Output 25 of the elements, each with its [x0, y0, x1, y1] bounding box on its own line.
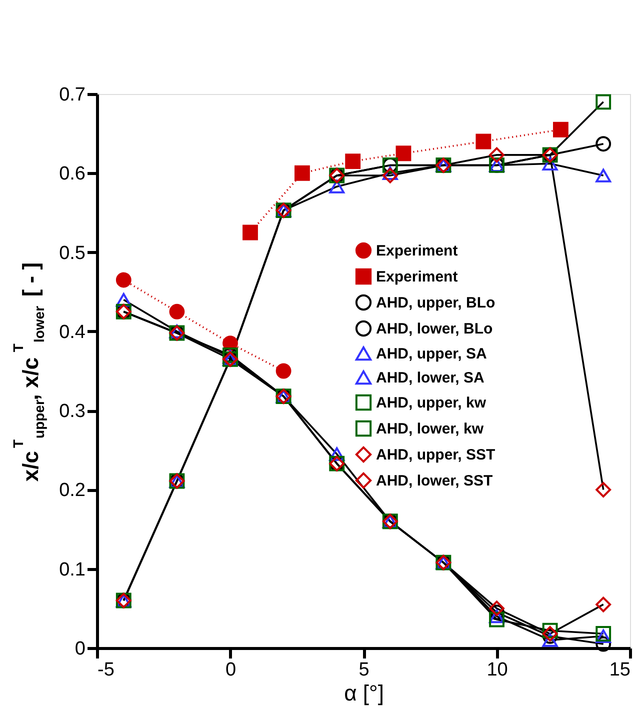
legend-label: AHD, upper, BLo — [376, 294, 496, 312]
legend-label: AHD, lower, kw — [376, 420, 484, 438]
y-tick-label: 0.7 — [59, 84, 86, 106]
legend-label: AHD, upper, kw — [376, 394, 486, 412]
x-tick-label: 5 — [358, 660, 370, 680]
legend-label: AHD, lower, SA — [376, 370, 485, 386]
legend-label: Experiment — [376, 268, 458, 286]
x-tick-label: 15 — [609, 660, 630, 680]
x-tick-label: 0 — [225, 660, 236, 680]
y-tick-label: 0.4 — [59, 322, 86, 343]
legend-label: AHD, upper, SA — [376, 346, 488, 362]
y-tick-label: 0.1 — [59, 559, 86, 580]
legend-label: AHD, upper, SST — [376, 446, 496, 464]
y-tick-label: 0 — [74, 638, 86, 660]
legend-label: AHD, lower, SST — [376, 472, 493, 490]
legend-label: Experiment — [376, 242, 458, 260]
x-axis-title: α [°] — [344, 680, 384, 706]
legend-label: AHD, lower, BLo — [376, 320, 493, 338]
x-tick-label: -5 — [98, 660, 114, 680]
y-tick-label: 0.2 — [59, 480, 86, 502]
y-tick-label: 0.5 — [59, 242, 86, 264]
y-tick-label: 0.3 — [59, 401, 86, 422]
x-tick-label: 10 — [486, 660, 508, 680]
y-axis-title: x/cTupper, x/cTlower [ - ] — [10, 262, 47, 482]
y-tick-label: 0.6 — [59, 164, 86, 185]
